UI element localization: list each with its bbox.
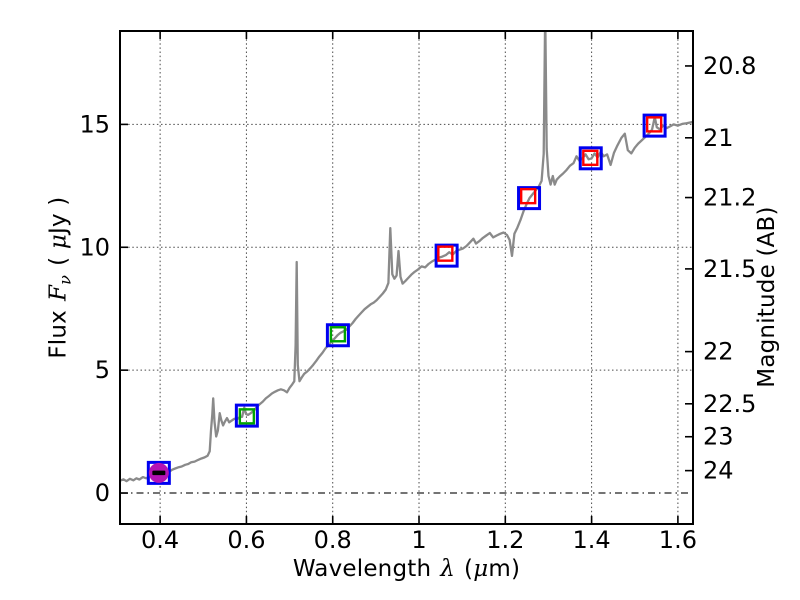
ylabel-unit-open: (	[45, 249, 72, 266]
y-tick-label: 10	[79, 233, 110, 261]
magnitude-tick-label: 22.5	[703, 390, 756, 418]
lambda-symbol: λ	[440, 556, 456, 582]
magnitude-label-text: Magnitude (AB)	[754, 206, 780, 388]
model-photometry-marker	[234, 403, 259, 428]
plot-border	[119, 30, 694, 525]
x-tick-label: 1	[411, 526, 426, 554]
y-tick-label: 15	[79, 110, 110, 138]
model-photometry-marker	[578, 146, 603, 171]
xlabel-text: Wavelength	[292, 556, 432, 582]
model-photometry-marker	[517, 186, 542, 211]
model-photometry-marker	[642, 113, 667, 138]
observed-photometry-marker	[582, 149, 599, 167]
mu-symbol: μ	[473, 556, 489, 582]
ylabel-unit-close: Jy )	[45, 196, 72, 235]
magnitude-tick-label: 23	[703, 423, 734, 451]
y-axis-label-right: Magnitude (AB)	[754, 47, 780, 547]
mu-symbol: μ	[45, 234, 72, 250]
observed-photometry-marker	[238, 408, 256, 425]
model-photometry-marker	[325, 323, 350, 348]
x-tick-label: 0.4	[141, 526, 179, 554]
y-tick-label: 0	[95, 479, 110, 507]
observed-photometry-marker	[519, 187, 537, 205]
ylabel-text: Flux	[45, 310, 72, 359]
x-tick-label: 1.6	[659, 526, 697, 554]
x-tick-label: 1.2	[486, 526, 524, 554]
flux-f-symbol: F	[45, 284, 72, 302]
x-axis-label: Wavelength λ (μm)	[120, 556, 693, 582]
y-axis-label-left: Flux Fν ( μJy )	[45, 28, 74, 528]
magnitude-tick-label: 21.2	[703, 184, 756, 212]
x-tick-label: 1.4	[573, 526, 611, 554]
magnitude-tick-label: 21	[703, 124, 734, 152]
x-tick-label: 0.6	[227, 526, 265, 554]
model-photometry-marker	[434, 243, 459, 268]
magnitude-tick-label: 24	[703, 457, 734, 485]
model-photometry-marker	[146, 460, 171, 485]
magnitude-tick-label: 20.8	[703, 52, 756, 80]
magnitude-tick-label: 21.5	[703, 255, 756, 283]
upper-limit-bar	[152, 470, 166, 476]
xlabel-unit-close: m)	[488, 556, 521, 582]
y-tick-label: 5	[95, 356, 110, 384]
xlabel-unit-open: (	[464, 556, 474, 582]
observed-photometry-marker	[645, 116, 663, 133]
x-tick-label: 0.8	[314, 526, 352, 554]
observed-photometry-marker	[329, 326, 347, 343]
observed-photometry-marker	[437, 245, 454, 262]
nu-symbol: ν	[55, 274, 75, 285]
magnitude-tick-label: 22	[703, 338, 734, 366]
spectrum-line	[120, 31, 693, 483]
